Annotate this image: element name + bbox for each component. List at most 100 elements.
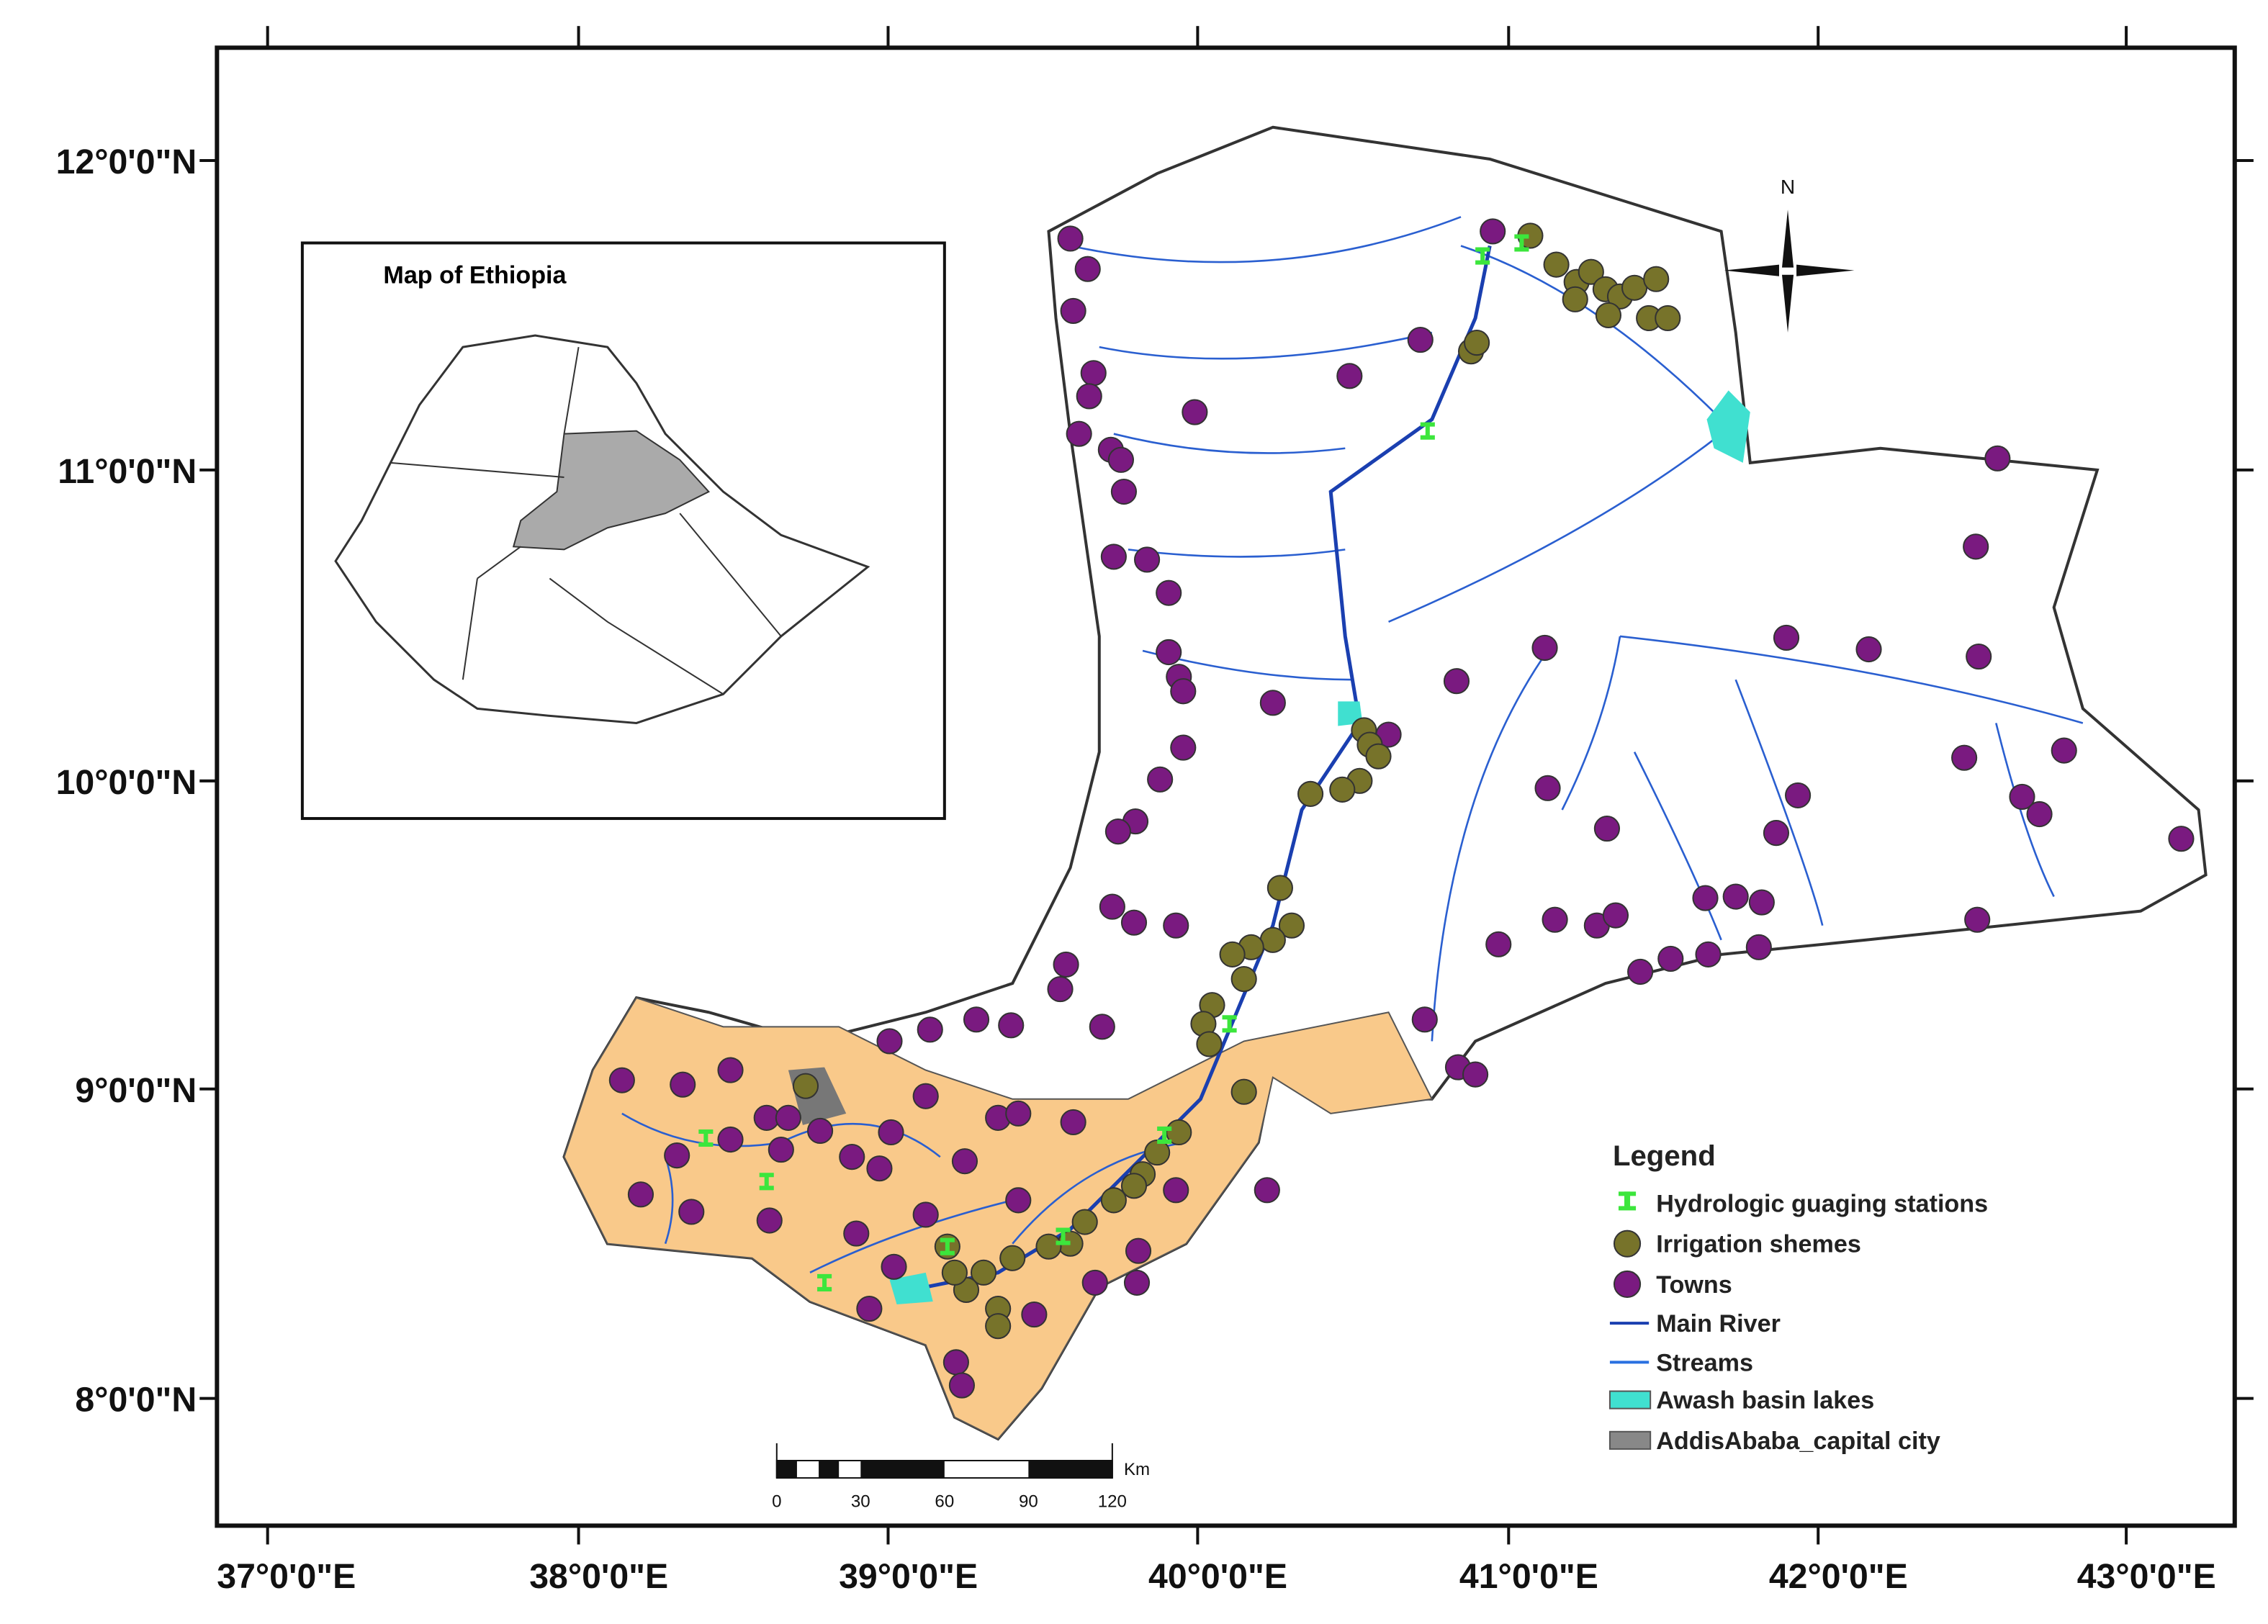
scale-bar: 0 30 60 90 120 Km (772, 1443, 1150, 1511)
town (670, 1071, 696, 1098)
town (1964, 906, 1991, 933)
town (1053, 951, 1079, 978)
town (1147, 766, 1174, 793)
town (1170, 734, 1197, 761)
irrigation-scheme (941, 1259, 968, 1286)
town (1076, 383, 1102, 410)
awash-basin-inset (512, 430, 711, 551)
town (1462, 1061, 1489, 1088)
town (1336, 363, 1363, 389)
town (1170, 678, 1197, 705)
town (1021, 1302, 1048, 1328)
town (1125, 1237, 1152, 1264)
irrigation-scheme (1655, 304, 1681, 332)
scale-label: 30 (851, 1492, 870, 1511)
irrigation-scheme (1100, 1187, 1127, 1214)
town (866, 1155, 893, 1182)
lon-label: 42°0'0"E (1769, 1557, 1908, 1596)
town (1773, 624, 1800, 651)
lat-label: 9°0'0"N (75, 1071, 197, 1110)
north-arrow: N (1724, 176, 1855, 333)
town (1407, 327, 1434, 353)
legend-label: Hydrologic guaging stations (1656, 1190, 1988, 1217)
town (1060, 297, 1086, 324)
town (1745, 934, 1772, 960)
town (912, 1201, 939, 1228)
lon-label: 43°0'0"E (2077, 1557, 2216, 1596)
points (608, 218, 2195, 1399)
town (1485, 931, 1512, 957)
inset-regions (390, 346, 782, 695)
north-label: N (1781, 176, 1795, 198)
legend-label: Streams (1656, 1349, 1753, 1376)
legend-label: Irrigation shemes (1656, 1231, 1861, 1258)
lat-label: 12°0'0"N (56, 143, 197, 181)
town (806, 1117, 834, 1145)
gauging-station (1056, 1227, 1071, 1245)
town (1722, 883, 1749, 910)
town (1107, 446, 1134, 473)
town (1163, 912, 1189, 939)
town (1089, 1014, 1115, 1040)
irrigation-scheme (792, 1073, 819, 1099)
town (876, 1028, 903, 1055)
lon-label: 41°0'0"E (1459, 1557, 1598, 1596)
irrigation-scheme (1259, 926, 1286, 953)
town (1134, 546, 1161, 573)
town (1443, 668, 1470, 695)
town (2051, 737, 2077, 764)
irrigation-scheme (1278, 912, 1305, 939)
irrigation-scheme (1365, 743, 1392, 770)
irrigation-scheme (1120, 1173, 1148, 1199)
irrigation-scheme (985, 1313, 1012, 1340)
town (2009, 783, 2035, 810)
irrigation-scheme (1196, 1031, 1223, 1057)
town (1627, 958, 1654, 985)
irrigation-scheme (999, 1245, 1026, 1271)
irrigation-scheme (1230, 1078, 1257, 1105)
irrigation-scheme (1543, 251, 1570, 278)
town (1060, 1109, 1086, 1135)
town (1695, 941, 1722, 967)
scale-unit: Km (1124, 1460, 1150, 1479)
irrigation-scheme (970, 1259, 997, 1286)
gauging-station (817, 1273, 832, 1291)
town (951, 1148, 978, 1175)
lake (1706, 390, 1750, 463)
town (1480, 218, 1506, 245)
town (1259, 690, 1286, 716)
town (1966, 643, 1992, 670)
town (678, 1199, 705, 1225)
irrigation-scheme (1266, 875, 1293, 901)
scale-label: 60 (935, 1492, 954, 1511)
lon-label: 37°0'0"E (217, 1557, 356, 1596)
irrigation-scheme (1230, 965, 1257, 993)
town (608, 1067, 635, 1093)
town (1005, 1187, 1032, 1214)
town (1657, 945, 1684, 972)
legend-title: Legend (1613, 1140, 1716, 1172)
town (856, 1295, 883, 1322)
town (948, 1372, 976, 1399)
town (1951, 744, 1978, 771)
town (881, 1253, 907, 1280)
town (627, 1181, 654, 1208)
town (1104, 818, 1131, 845)
town (1099, 893, 1125, 920)
town (878, 1119, 904, 1146)
graticule-ticks (199, 26, 2254, 1545)
town (1047, 976, 1074, 1003)
scale-label: 90 (1019, 1492, 1038, 1511)
town (1156, 639, 1182, 666)
scale-label: 0 (772, 1492, 781, 1511)
town (1785, 782, 1812, 808)
town (717, 1057, 744, 1083)
town (1066, 420, 1092, 447)
town (753, 1104, 780, 1131)
lat-label: 11°0'0"N (58, 452, 197, 491)
town (1963, 533, 1989, 560)
legend: Legend Hydrologic guaging stations Irrig… (1608, 1140, 1988, 1455)
town (1074, 256, 1101, 282)
